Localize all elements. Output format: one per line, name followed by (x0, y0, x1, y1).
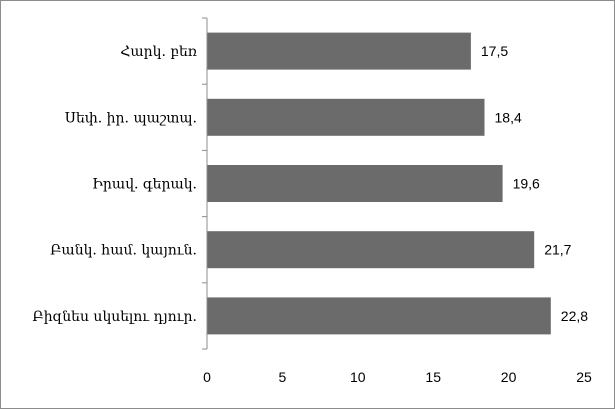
data-label-4: 21,7 (544, 242, 571, 258)
bar-5 (207, 297, 551, 335)
x-tick-label-5: 5 (279, 369, 287, 385)
data-label-1: 17,5 (481, 43, 508, 59)
category-label-4: Բանկ. համ. կայուն. (50, 243, 197, 259)
data-label-2: 18,4 (495, 109, 522, 125)
data-label-3: 19,6 (513, 176, 540, 192)
category-label-5: Բիզնես սկսելու դյուր. (32, 309, 197, 325)
bar-1 (207, 32, 471, 70)
labels-layer: Հարկ. բեռ 17,5 Սեփ. իր. պաշտպ. 18,4 Իրավ. գե… (32, 43, 592, 385)
category-label-2: Սեփ. իր. պաշտպ. (65, 110, 197, 126)
data-label-5: 22,8 (561, 308, 588, 324)
category-label-1: Հարկ. բեռ (120, 44, 197, 60)
category-label-3: Իրավ. գերակ. (92, 177, 197, 193)
bars-layer (207, 32, 551, 335)
x-tick-label-25: 25 (576, 369, 592, 385)
x-tick-label-15: 15 (425, 369, 441, 385)
axis-layer (202, 17, 208, 350)
bar-2 (207, 98, 485, 136)
x-tick-label-20: 20 (501, 369, 517, 385)
bar-4 (207, 231, 535, 269)
bar-3 (207, 165, 503, 202)
x-tick-label-0: 0 (203, 369, 211, 385)
x-tick-label-10: 10 (350, 369, 366, 385)
